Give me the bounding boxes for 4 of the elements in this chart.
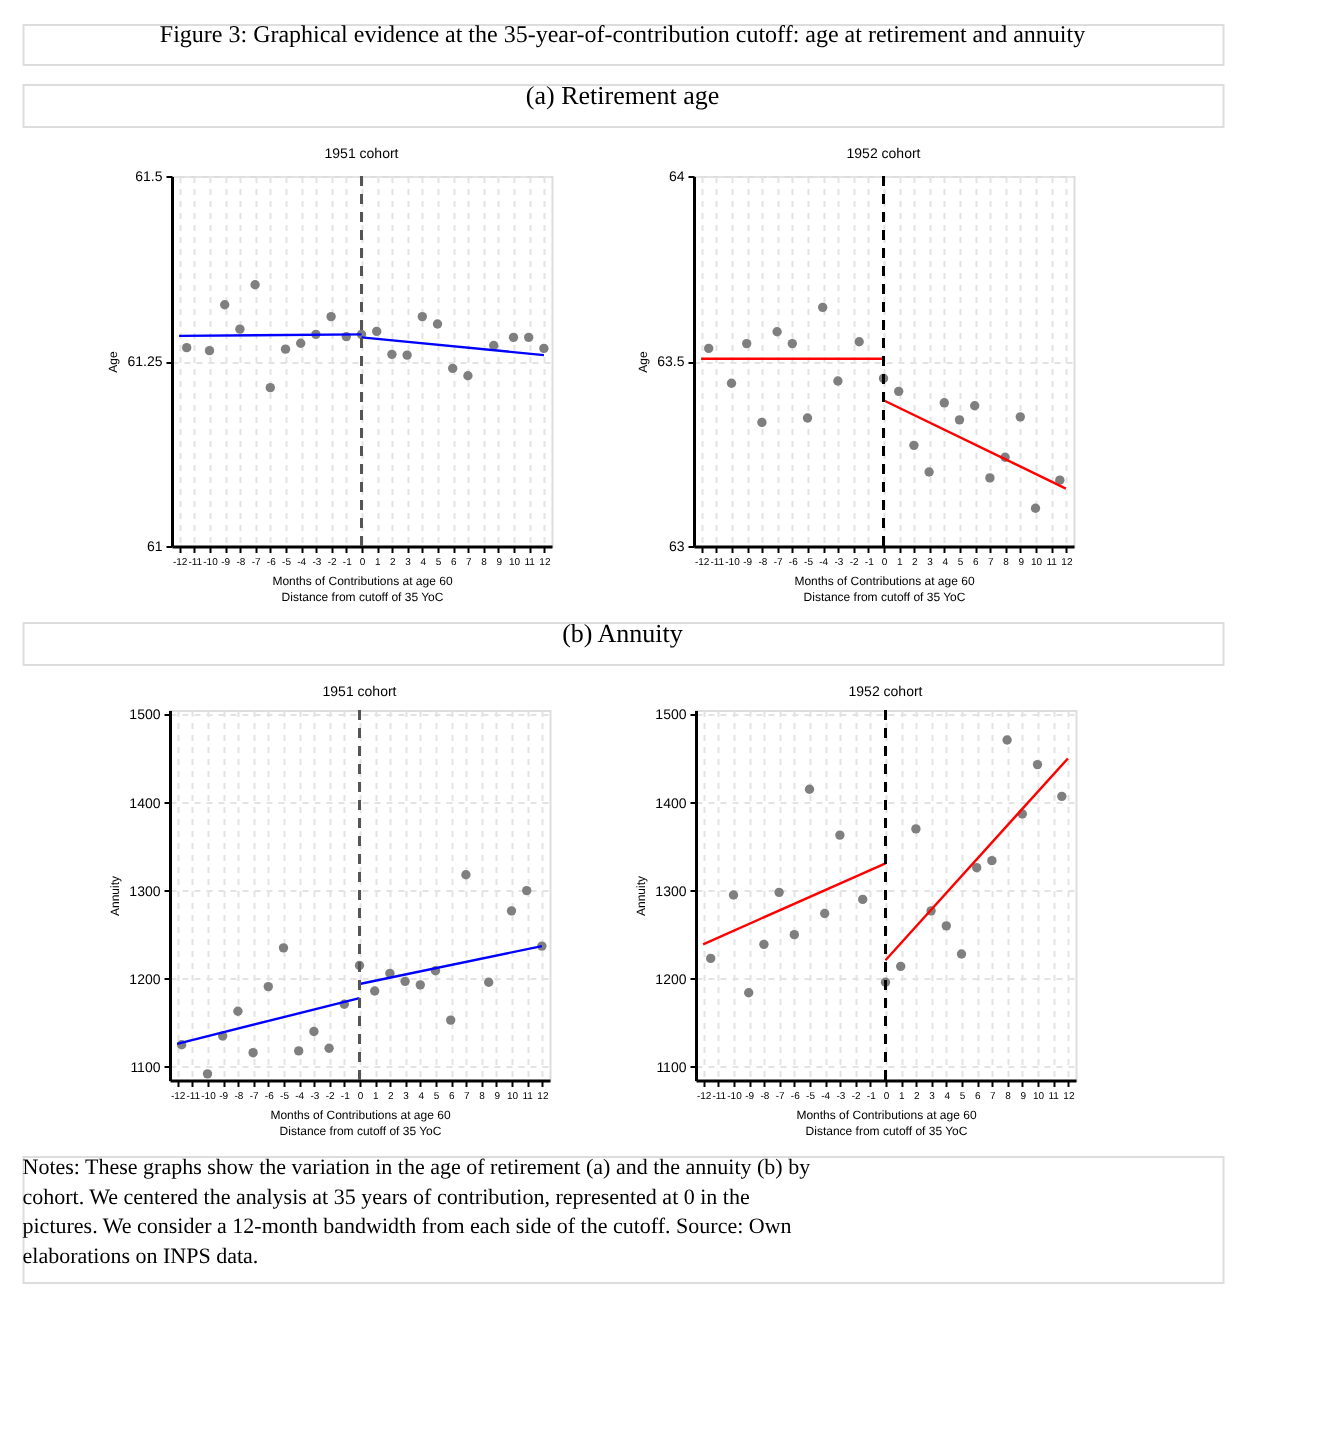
text: (b) Annuity [562, 618, 684, 648]
text: Notes: These graphs show the variation in the age of retirement (a) and the annuity (b) by cohort. We centered the analysis at 35 years of contribution, represented at 0 in the pictures. We consider a 12-month bandwidth from each side of the cutoff. Source: Own elaborations on INPS data. [22, 1156, 812, 1270]
text: (a) Retirement age [525, 80, 720, 110]
caption: Figure 3: Graphical evidence at the 35-year-of-contribution cutoff: age at retirement and annuity [159, 20, 1086, 48]
